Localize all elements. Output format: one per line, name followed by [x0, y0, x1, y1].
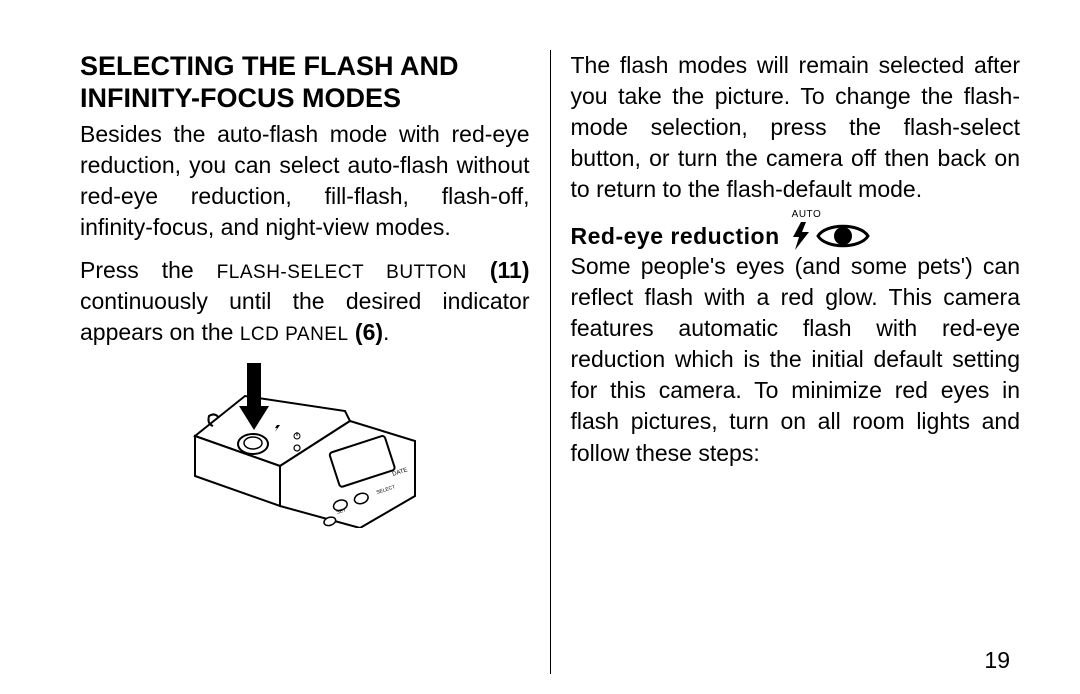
flash-mode-paragraph: The flash modes will remain selected aft…	[571, 50, 1021, 205]
lcd-reference: LCD PANEL	[240, 324, 349, 345]
red-eye-paragraph: Some people's eyes (and some pets') can …	[571, 251, 1021, 468]
section-heading: SELECTING THE FLASH AND INFINITY-FOCUS M…	[80, 50, 530, 115]
eye-icon	[816, 221, 870, 251]
flash-bolt-icon	[790, 222, 812, 250]
red-eye-icon-cluster: AUTO	[790, 221, 870, 251]
instruction-paragraph: Press the FLASH-SELECT BUTTON (11) conti…	[80, 255, 530, 348]
red-eye-heading-row: Red-eye reduction AUTO	[571, 221, 1021, 251]
page-number: 19	[984, 647, 1010, 674]
button-reference: FLASH-SELECT BUTTON	[217, 262, 467, 283]
manual-page: SELECTING THE FLASH AND INFINITY-FOCUS M…	[0, 0, 1080, 694]
left-column: SELECTING THE FLASH AND INFINITY-FOCUS M…	[80, 50, 550, 674]
intro-paragraph: Besides the auto-flash mode with red-eye…	[80, 119, 530, 243]
auto-label: AUTO	[792, 209, 822, 220]
text-fragment: Press the	[80, 257, 217, 283]
text-fragment: .	[383, 319, 389, 345]
right-column: The flash modes will remain selected aft…	[550, 50, 1021, 674]
camera-illustration: DATE SELECT SET	[175, 358, 435, 528]
red-eye-subheading: Red-eye reduction	[571, 223, 780, 250]
button-ref-number: (11)	[467, 257, 530, 283]
lcd-ref-number: (6)	[349, 319, 384, 345]
